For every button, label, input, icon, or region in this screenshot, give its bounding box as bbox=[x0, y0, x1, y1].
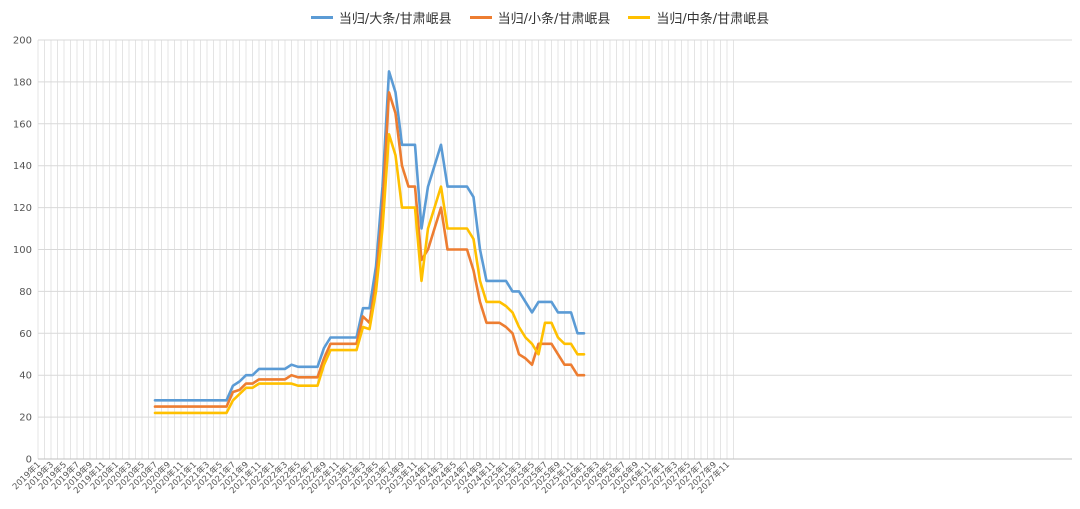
grid-lines bbox=[37, 39, 1072, 460]
y-tick-label: 60 bbox=[19, 329, 32, 340]
y-tick-label: 80 bbox=[19, 287, 32, 298]
legend-label-medium: 当归/中条/甘肃岷县 bbox=[656, 12, 770, 27]
y-tick-label: 180 bbox=[13, 77, 32, 88]
y-tick-label: 0 bbox=[26, 455, 32, 466]
legend-swatch-medium bbox=[628, 16, 651, 19]
series-lines bbox=[153, 70, 586, 415]
y-tick-label: 120 bbox=[13, 203, 32, 214]
legend-item-small: 当归/小条/甘肃岷县 bbox=[469, 8, 611, 27]
x-axis-ticks: 2019年12019年32019年52019年72019年92019年11202… bbox=[10, 459, 732, 496]
legend-label-small: 当归/小条/甘肃岷县 bbox=[497, 12, 611, 27]
legend-item-medium: 当归/中条/甘肃岷县 bbox=[628, 8, 769, 27]
y-tick-label: 200 bbox=[13, 36, 32, 47]
legend-swatch-small bbox=[469, 16, 492, 19]
series-line-2 bbox=[153, 133, 586, 415]
y-tick-label: 140 bbox=[13, 161, 32, 172]
legend-label-large: 当归/大条/甘肃岷县 bbox=[338, 12, 452, 27]
series-line-0 bbox=[153, 70, 586, 402]
chart-legend: 当归/大条/甘肃岷县 当归/小条/甘肃岷县 当归/中条/甘肃岷县 bbox=[0, 8, 1080, 27]
y-tick-label: 20 bbox=[19, 413, 32, 424]
legend-swatch-large bbox=[310, 16, 333, 19]
y-tick-label: 40 bbox=[19, 371, 32, 382]
y-axis-ticks: 0 20 40 60 80 100 120 140 160 180 200 bbox=[13, 36, 32, 466]
y-tick-label: 160 bbox=[13, 119, 32, 130]
y-tick-label: 100 bbox=[13, 245, 32, 256]
legend-item-large: 当归/大条/甘肃岷县 bbox=[310, 8, 452, 27]
